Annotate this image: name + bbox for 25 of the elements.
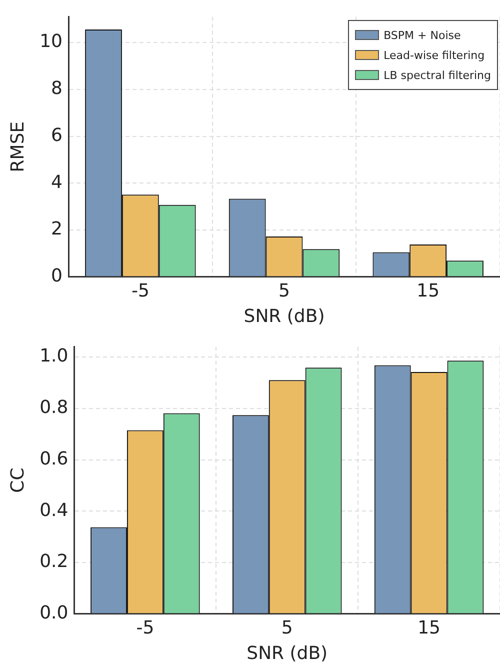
x-axis-title: SNR (dB) — [244, 306, 325, 327]
y-tick-label: 0.8 — [40, 397, 68, 418]
legend-label: BSPM + Noise — [384, 28, 461, 42]
y-tick-label: 2 — [51, 218, 63, 240]
y-tick-label: 1.0 — [40, 346, 68, 367]
y-axis-title: RMSE — [7, 121, 28, 172]
x-tick-label: -5 — [136, 617, 154, 638]
y-tick-label: 0 — [51, 265, 63, 286]
y-tick-label: 0.2 — [40, 551, 68, 572]
x-tick-label: 5 — [278, 280, 290, 302]
y-tick-label: 8 — [51, 78, 63, 100]
x-tick-label: 15 — [416, 280, 440, 302]
x-tick-label: 15 — [418, 617, 440, 638]
x-axis-title: SNR (dB) — [246, 642, 328, 664]
y-tick-label: 10 — [40, 31, 63, 52]
x-tick-label: -5 — [131, 280, 150, 302]
y-tick-label: 0.4 — [40, 500, 68, 521]
y-axis-title: CC — [7, 468, 28, 493]
x-tick-label: 5 — [281, 617, 293, 638]
y-tick-label: 6 — [51, 124, 63, 146]
y-tick-label: 0.0 — [40, 602, 68, 624]
y-tick-label: 4 — [51, 172, 63, 193]
legend-label: Lead-wise filtering — [384, 48, 485, 62]
y-tick-label: 0.6 — [40, 448, 68, 470]
legend-label: LB spectral filtering — [384, 68, 491, 82]
